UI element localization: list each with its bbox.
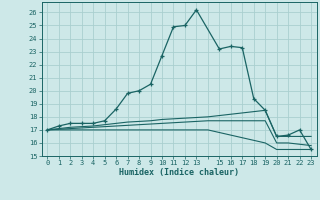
X-axis label: Humidex (Indice chaleur): Humidex (Indice chaleur): [119, 168, 239, 177]
